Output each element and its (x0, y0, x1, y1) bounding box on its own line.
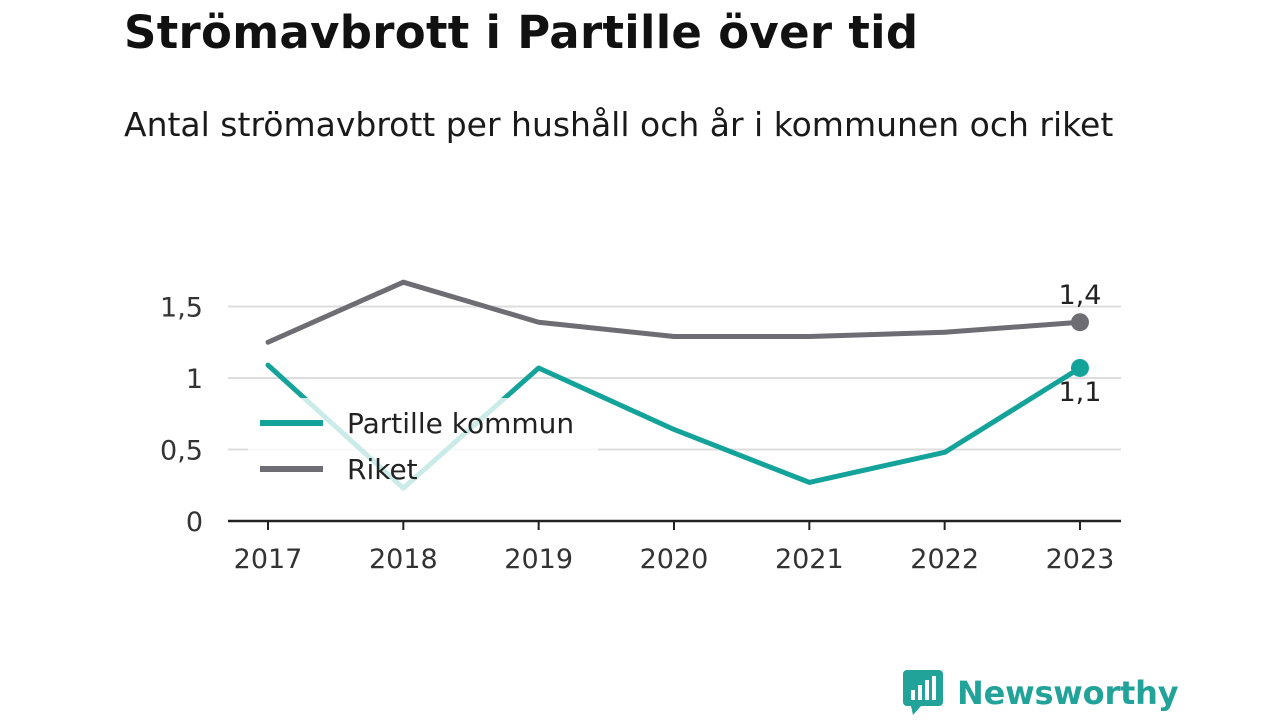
x-tick-label: 2022 (910, 544, 979, 575)
brand-name: Newsworthy (957, 674, 1179, 712)
x-tick-label: 2019 (504, 544, 573, 575)
series-end-point (1070, 358, 1089, 377)
legend-box (248, 398, 598, 494)
series-end-point (1070, 313, 1089, 332)
x-tick-label: 2020 (640, 544, 709, 575)
x-tick-label: 2023 (1046, 544, 1115, 575)
newsworthy-logo-icon (903, 670, 943, 715)
y-tick-label: 0,5 (160, 436, 203, 467)
series-line-riket (265, 279, 1083, 345)
data-label: 1,4 (1059, 280, 1102, 311)
chart-title: Strömavbrott i Partille över tid (124, 6, 919, 59)
x-tick-label: 2017 (234, 544, 303, 575)
x-tick-label: 2021 (775, 544, 844, 575)
y-tick-label: 1 (186, 364, 203, 395)
legend-label: Partille kommun (347, 407, 574, 440)
data-label: 1,1 (1059, 377, 1102, 408)
y-tick-label: 0 (186, 507, 203, 538)
legend-label: Riket (347, 453, 418, 486)
x-tick-label: 2018 (369, 544, 438, 575)
newsworthy-logo: Newsworthy (903, 670, 1179, 716)
y-tick-label: 1,5 (160, 293, 203, 324)
chart-subtitle: Antal strömavbrott per hushåll och år i … (124, 105, 1114, 144)
